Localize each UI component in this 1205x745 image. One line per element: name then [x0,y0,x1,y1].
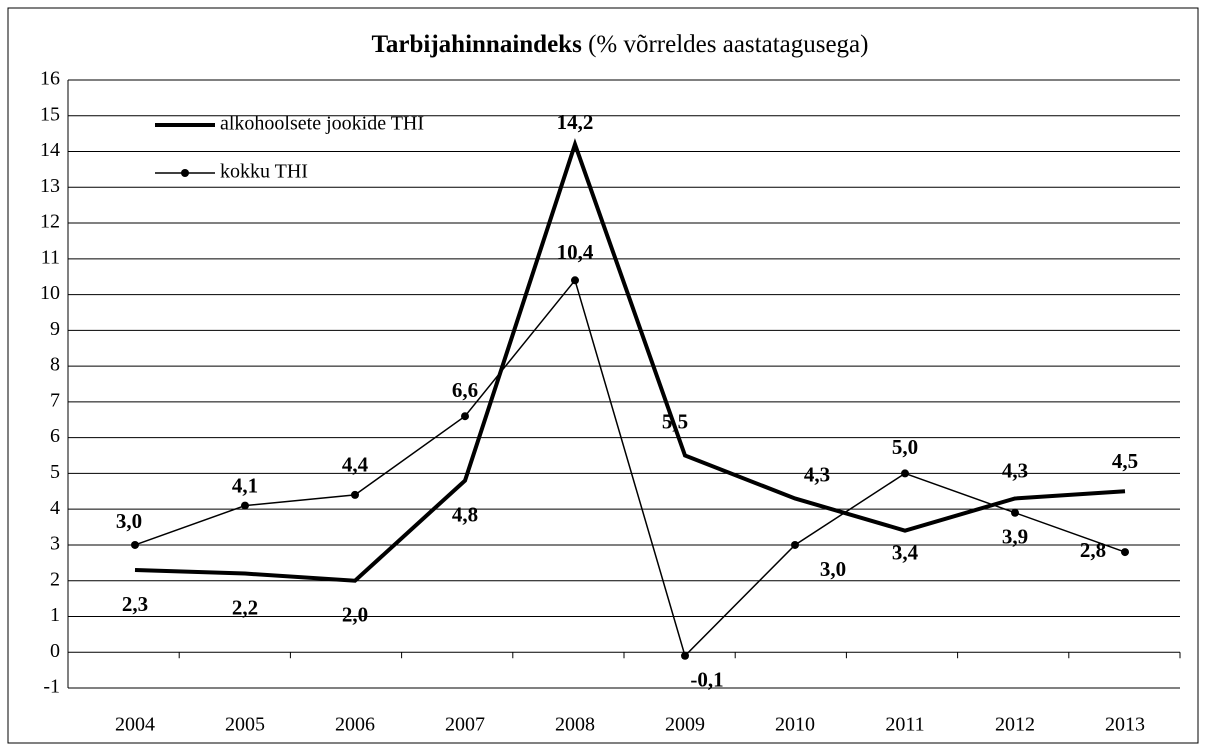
title-main: Tarbijahinnaindeks [372,31,583,58]
x-tick-label: 2011 [885,714,924,736]
point-marker [351,490,359,499]
data-label: 3,4 [892,540,919,564]
data-label: 10,4 [557,240,594,264]
data-label: 4,4 [342,453,369,477]
data-label: 5,0 [892,435,918,459]
data-label: 3,9 [1002,525,1028,549]
point-marker [241,501,249,510]
point-marker [1121,548,1129,557]
x-tick-label: 2008 [555,714,595,736]
data-label: 2,0 [342,603,368,627]
data-label: 5,5 [662,409,688,433]
point-marker [791,540,799,549]
y-tick-label: 5 [50,461,60,483]
data-label: 2,3 [122,592,148,616]
x-tick-label: 2007 [445,714,485,736]
data-label: 6,6 [452,378,478,402]
data-label: 2,2 [232,595,258,619]
chart-title: Tarbijahinnaindeks (% võrreldes aastatag… [372,31,869,58]
data-label: 3,0 [116,509,142,533]
point-marker [131,540,139,549]
chart-frame [7,7,1199,744]
data-label: 4,3 [1002,458,1028,482]
x-tick-label: 2010 [775,714,815,736]
y-tick-label: 2 [50,568,60,590]
y-tick-label: 8 [50,354,60,376]
x-tick-label: 2013 [1105,714,1145,736]
y-tick-label: 0 [50,640,60,662]
x-tick-label: 2005 [225,714,265,736]
y-tick-label: 7 [50,389,60,411]
data-label: -0,1 [690,668,723,692]
data-label: 4,8 [452,502,478,526]
y-tick-label: 9 [50,318,60,340]
legend-label: kokku THI [220,161,308,183]
legend-label: alkohoolsete jookide THI [220,113,424,135]
data-label: 4,5 [1112,449,1138,473]
data-label: 3,0 [820,557,846,581]
y-tick-label: 11 [41,246,60,268]
point-marker [1011,508,1019,517]
y-tick-label: 10 [40,282,60,304]
y-tick-label: 1 [50,604,60,626]
data-label: 14,2 [557,110,594,134]
y-tick-label: -1 [43,676,60,698]
y-tick-label: 3 [50,533,60,555]
point-marker [901,469,909,478]
y-tick-label: 6 [50,425,60,447]
y-tick-label: 13 [40,175,60,197]
y-tick-label: 4 [50,497,60,519]
series-line [134,278,1126,658]
point-marker [681,651,689,660]
data-label: 4,3 [804,462,830,486]
data-label: 4,1 [232,473,258,497]
y-tick-label: 15 [40,103,60,125]
point-marker [461,412,469,421]
x-tick-label: 2012 [995,714,1035,736]
y-tick-label: 14 [40,139,60,161]
y-tick-label: 16 [40,68,60,90]
series-line [134,138,1126,583]
x-tick-label: 2009 [665,714,705,736]
title-note: (% võrreldes aastatagusega) [588,31,868,58]
x-tick-label: 2004 [115,714,155,736]
point-marker [571,276,579,285]
legend-marker [181,169,189,177]
data-label: 2,8 [1080,538,1106,562]
x-tick-label: 2006 [335,714,375,736]
y-tick-label: 12 [40,211,60,233]
